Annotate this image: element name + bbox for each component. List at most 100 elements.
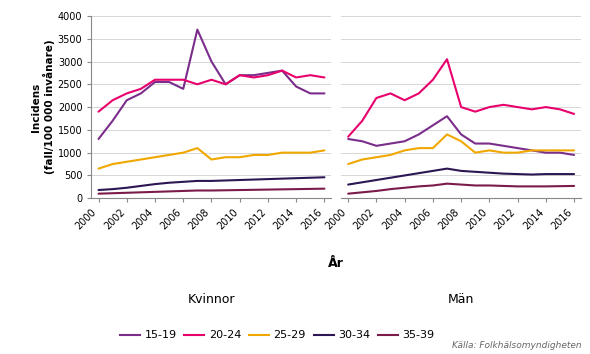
25-29 [250,153,257,157]
20-24 [571,112,578,116]
15-19 [222,82,229,86]
30-34 [222,178,229,183]
25-29 [387,153,394,157]
30-34 [123,185,130,190]
30-34 [109,187,116,191]
15-19 [194,28,201,32]
25-29 [500,150,507,155]
35-39 [236,188,243,192]
30-34 [556,172,563,176]
20-24 [415,91,422,96]
15-19 [109,119,116,123]
35-39 [194,188,201,193]
20-24 [194,82,201,86]
20-24 [166,78,173,82]
35-39 [430,183,437,188]
20-24 [152,78,159,82]
15-19 [345,137,352,141]
35-39 [264,188,271,192]
25-29 [556,148,563,153]
20-24 [556,107,563,112]
20-24 [321,75,328,80]
30-34 [472,170,479,174]
30-34 [236,178,243,182]
25-29 [321,148,328,153]
15-19 [152,80,159,84]
35-39 [152,190,159,194]
35-39 [401,185,408,190]
35-39 [293,187,300,191]
35-39 [359,190,366,194]
25-29 [514,150,521,155]
25-29 [345,162,352,166]
35-39 [514,184,521,189]
25-29 [307,150,314,155]
20-24 [222,82,229,86]
25-29 [528,148,535,153]
25-29 [472,150,479,155]
20-24 [236,73,243,77]
35-39 [486,183,493,188]
Text: Kvinnor: Kvinnor [188,293,235,306]
30-34 [514,172,521,176]
25-29 [486,148,493,153]
30-34 [278,177,286,181]
15-19 [208,59,215,64]
30-34 [194,179,201,183]
15-19 [95,137,102,141]
20-24 [486,105,493,109]
30-34 [500,171,507,176]
30-34 [387,176,394,180]
20-24 [514,105,521,109]
Line: 25-29: 25-29 [348,135,574,164]
30-34 [250,177,257,182]
15-19 [250,73,257,77]
30-34 [321,175,328,179]
15-19 [166,80,173,84]
35-39 [472,183,479,188]
25-29 [222,155,229,159]
25-29 [137,158,145,162]
15-19 [444,114,451,118]
35-39 [109,191,116,195]
20-24 [307,73,314,77]
15-19 [458,132,465,137]
20-24 [528,107,535,112]
Line: 25-29: 25-29 [99,148,324,169]
30-34 [208,179,215,183]
20-24 [359,119,366,123]
Line: 20-24: 20-24 [348,59,574,137]
35-39 [307,187,314,191]
35-39 [415,184,422,189]
35-39 [123,191,130,195]
25-29 [264,153,271,157]
15-19 [472,141,479,146]
15-19 [556,150,563,155]
15-19 [321,91,328,96]
35-39 [556,184,563,188]
30-34 [486,171,493,175]
25-29 [95,166,102,171]
20-24 [278,69,286,73]
Line: 35-39: 35-39 [348,184,574,194]
35-39 [180,189,187,193]
25-29 [571,148,578,153]
15-19 [236,73,243,77]
30-34 [95,188,102,192]
20-24 [293,75,300,80]
25-29 [180,150,187,155]
25-29 [415,146,422,150]
20-24 [373,96,380,100]
25-29 [194,146,201,150]
35-39 [278,187,286,192]
25-29 [293,150,300,155]
15-19 [293,85,300,89]
15-19 [430,123,437,127]
30-34 [458,169,465,173]
20-24 [500,103,507,107]
25-29 [430,146,437,150]
25-29 [444,132,451,137]
20-24 [345,135,352,139]
25-29 [109,162,116,166]
30-34 [293,176,300,180]
